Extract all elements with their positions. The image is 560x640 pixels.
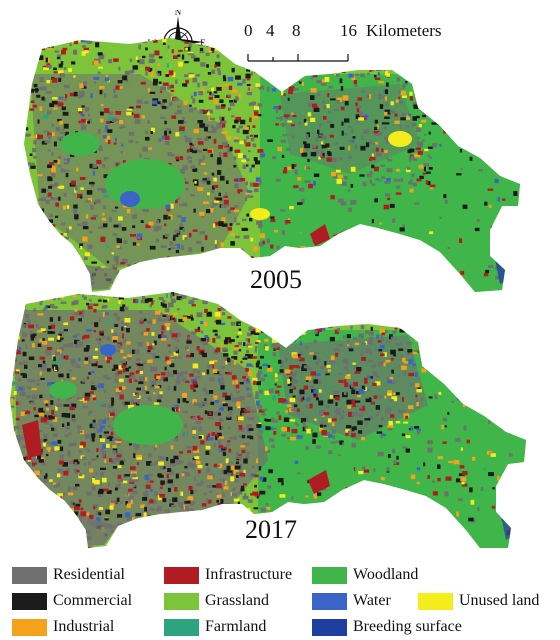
scale-bar [247,54,349,62]
compass-east-label: E [200,38,206,48]
legend-item-grassland: Grassland [164,590,269,612]
scale-tick-label: 0 [244,21,253,40]
scale-unit-label: Kilometers [366,21,442,40]
legend-swatch [312,592,347,610]
legend-item-farmland: Farmland [164,616,266,638]
legend-label: Industrial [53,618,115,635]
scale-tick-label: 4 [266,21,275,40]
legend-item-industrial: Industrial [12,616,114,638]
legend-label: Infrastructure [205,566,293,583]
legend-item-woodland: Woodland [312,564,418,586]
map-year-label-2017: 2017 [245,515,297,544]
legend-swatch [12,566,47,584]
legend-swatch [12,618,47,636]
legend-swatch [418,592,453,610]
legend-item-residential: Residential [12,564,125,586]
legend-label: Unused land [459,592,540,609]
map-year-label-2005: 2005 [250,265,302,294]
legend-swatch [164,566,199,584]
land-use-map-2017 [10,292,526,548]
legend-swatch [312,566,347,584]
map-legend: Residential Infrastructure Woodland Comm… [0,560,560,640]
legend-item-unused-land: Unused land [418,590,539,612]
legend-label: Farmland [205,618,267,635]
legend-item-commercial: Commercial [12,590,132,612]
legend-label: Residential [53,566,125,583]
legend-item-infrastructure: Infrastructure [164,564,292,586]
legend-swatch [12,592,47,610]
legend-label: Woodland [353,566,419,583]
legend-label: Commercial [53,592,133,609]
legend-item-water: Water [312,590,391,612]
legend-item-breeding-surface: Breeding surface [312,616,462,638]
legend-label: Water [353,592,391,609]
legend-swatch [164,592,199,610]
legend-swatch [312,618,347,636]
scale-bar-labels: 0 4 8 16 Kilometers [244,21,474,41]
legend-swatch [164,618,199,636]
land-use-map-2005 [24,38,520,292]
legend-label: Grassland [205,592,269,609]
scale-tick-label: 16 [340,21,357,40]
legend-label: Breeding surface [353,618,462,635]
compass-north-label: N [175,10,182,17]
scale-tick-label: 8 [292,21,301,40]
